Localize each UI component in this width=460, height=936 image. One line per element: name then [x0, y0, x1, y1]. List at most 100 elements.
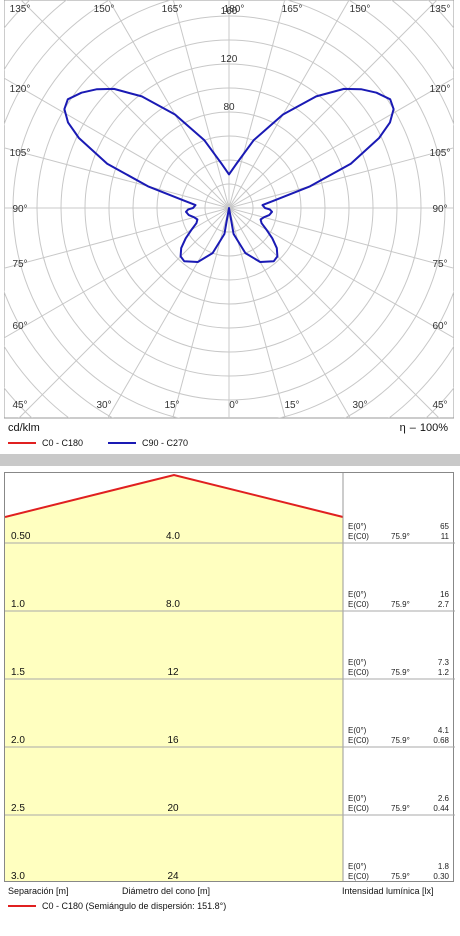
row-e0-label: E(0°) [348, 726, 367, 735]
angle-label-right: 120° [430, 84, 451, 95]
legend-c90: C90 - C270 [108, 438, 188, 448]
grid-spoke [172, 0, 230, 209]
unit-label-row: cd/klm [8, 422, 40, 434]
grid-spoke [228, 147, 454, 209]
angle-label-top: 165° [282, 4, 303, 15]
row-e0-value: 16 [440, 590, 449, 599]
angle-label-bottom: 30° [96, 400, 111, 411]
row-e0-value: 1.8 [438, 862, 450, 871]
row-e0-value: 2.6 [438, 794, 450, 803]
angle-label-top: 165° [162, 4, 183, 15]
grid-spoke [228, 207, 454, 339]
unit-label: cd/klm [8, 422, 40, 434]
angle-label-bottom: 15° [164, 400, 179, 411]
grid-spoke [228, 207, 286, 418]
cone-outline [5, 473, 344, 518]
row-ec0-label: E(C0) [348, 668, 369, 677]
angle-label-left: 90° [12, 204, 27, 215]
legend-c90-swatch [108, 442, 136, 444]
angle-label-left: 60° [12, 321, 27, 332]
row-angle: 75.9° [391, 736, 410, 745]
legend-c0-label: C0 - C180 [42, 438, 84, 448]
grid-spoke [228, 0, 438, 209]
grid-spoke [228, 0, 286, 209]
angle-label-bottom: 45° [432, 400, 447, 411]
row-e0-value: 4.1 [438, 726, 450, 735]
row-e0-label: E(0°) [348, 862, 367, 871]
efficiency-row: η – 100% [400, 422, 448, 434]
row-ec0-label: E(C0) [348, 736, 369, 745]
angle-label-top: 180° [224, 4, 245, 15]
row-ec0-value: 1.2 [438, 668, 450, 677]
efficiency-value: 100% [419, 422, 448, 434]
grid-spoke [4, 77, 230, 209]
separator-band [0, 454, 460, 466]
legend-c0-swatch [8, 442, 36, 444]
row-separation: 1.5 [11, 667, 25, 678]
cone-diagram-panel: 0.50 4.0 E(0°) E(C0) 75.9° 65 11 1.0 8.0 E(0°) E(C… [4, 472, 455, 882]
row-diameter: 12 [167, 667, 179, 678]
angle-label-right: 75° [432, 259, 447, 270]
footer-separation: Separación [m] [8, 886, 69, 896]
angle-label-bottom: 0° [229, 400, 239, 411]
row-e0-value: 65 [440, 522, 449, 531]
row-angle: 75.9° [391, 668, 410, 677]
row-diameter: 24 [167, 871, 179, 881]
footer-legend-label: C0 - C180 (Semiángulo de dispersión: 151… [42, 901, 227, 911]
grid-spoke [4, 207, 230, 269]
polar-chart: 80 120 160 135° 150° 165° 180° 165° 150° 135° 45° 3… [4, 0, 454, 419]
radial-label: 120 [221, 54, 238, 65]
row-ec0-label: E(C0) [348, 872, 369, 881]
legend-c90-label: C90 - C270 [142, 438, 189, 448]
angle-label-right: 105° [430, 148, 451, 159]
angle-label-right: 90° [432, 204, 447, 215]
footer-legend-swatch [8, 905, 36, 907]
row-angle: 75.9° [391, 532, 410, 541]
angle-label-left: 120° [10, 84, 31, 95]
row-e0-label: E(0°) [348, 590, 367, 599]
footer-intensity: Intensidad lumínica [lx] [342, 886, 434, 896]
row-ec0-label: E(C0) [348, 804, 369, 813]
legend-c0: C0 - C180 [8, 438, 83, 448]
angle-label-left: 75° [12, 259, 27, 270]
grid-spoke [4, 207, 230, 339]
radial-label: 160 [221, 6, 238, 17]
grid-spoke [18, 207, 230, 418]
grid-spoke [20, 0, 230, 209]
row-diameter: 8.0 [166, 599, 180, 610]
angle-label-right: 60° [432, 321, 447, 332]
row-e0-label: E(0°) [348, 794, 367, 803]
radial-label: 80 [223, 102, 235, 113]
footer-diameter: Diámetro del cono [m] [122, 886, 211, 896]
row-separation: 3.0 [11, 871, 25, 881]
grid-spoke [228, 207, 454, 269]
angle-label-top: 135° [430, 4, 451, 15]
grid-spoke [172, 207, 230, 418]
row-ec0-value: 2.7 [438, 600, 450, 609]
row-e0-label: E(0°) [348, 522, 367, 531]
grid-spoke [108, 0, 230, 209]
efficiency-label: η [399, 422, 406, 434]
row-separation: 0.50 [11, 531, 31, 542]
row-ec0-value: 0.44 [433, 804, 449, 813]
grid-spoke [228, 0, 350, 209]
grid-spoke [228, 77, 454, 209]
row-diameter: 20 [167, 803, 179, 814]
grid-spoke [4, 147, 230, 209]
angle-label-top: 135° [10, 4, 31, 15]
row-separation: 1.0 [11, 599, 25, 610]
efficiency-dash: – [409, 422, 416, 434]
angle-label-bottom: 30° [352, 400, 367, 411]
grid-spoke [228, 207, 440, 418]
row-separation: 2.5 [11, 803, 25, 814]
polar-grid [4, 0, 454, 418]
grid-spoke [107, 207, 230, 418]
row-ec0-label: E(C0) [348, 532, 369, 541]
row-diameter: 16 [167, 735, 179, 746]
angle-label-top: 150° [94, 4, 115, 15]
angle-label-top: 150° [350, 4, 371, 15]
polar-diagram-panel: 80 120 160 135° 150° 165° 180° 165° 150° 135° 45° 3… [4, 0, 454, 454]
row-e0-label: E(0°) [348, 658, 367, 667]
cone-fill [5, 475, 343, 881]
